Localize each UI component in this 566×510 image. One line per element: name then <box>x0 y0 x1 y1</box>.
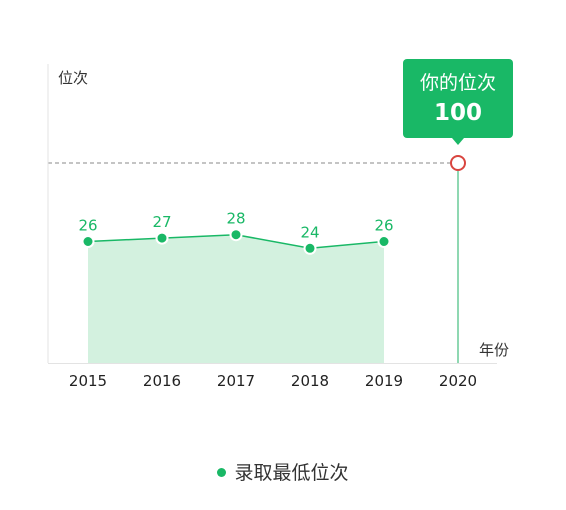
x-tick-label: 2018 <box>291 372 329 390</box>
x-axis-title: 年份 <box>479 341 509 359</box>
data-point <box>155 231 169 245</box>
data-label: 27 <box>152 213 171 231</box>
marker-tooltip-pointer <box>452 138 464 145</box>
data-point <box>377 235 391 248</box>
x-tick-label: 2015 <box>69 372 107 390</box>
legend-label: 录取最低位次 <box>234 462 349 484</box>
marker-value: 100 <box>434 100 482 126</box>
data-label: 24 <box>300 223 319 241</box>
y-axis-title: 位次 <box>58 69 88 87</box>
x-tick-label: 2016 <box>143 372 181 390</box>
x-tick-label: 2019 <box>365 372 403 390</box>
series-area <box>88 234 384 363</box>
data-label: 28 <box>226 210 245 228</box>
legend: 录取最低位次 <box>0 458 566 485</box>
data-label: 26 <box>374 217 393 235</box>
data-point <box>81 235 95 248</box>
marker-point <box>450 155 466 171</box>
series-layer: 26 27 28 24 26 <box>78 210 394 363</box>
marker-title: 你的位次 <box>420 72 496 94</box>
marker-tooltip <box>403 59 513 138</box>
x-tick-label: 2020 <box>439 372 477 390</box>
x-tick-label: 2017 <box>217 372 255 390</box>
marker-layer: 你的位次 100 <box>48 59 513 363</box>
data-point <box>303 241 317 255</box>
data-point <box>229 228 243 242</box>
data-label: 26 <box>78 217 97 235</box>
legend-dot-icon <box>217 468 227 477</box>
